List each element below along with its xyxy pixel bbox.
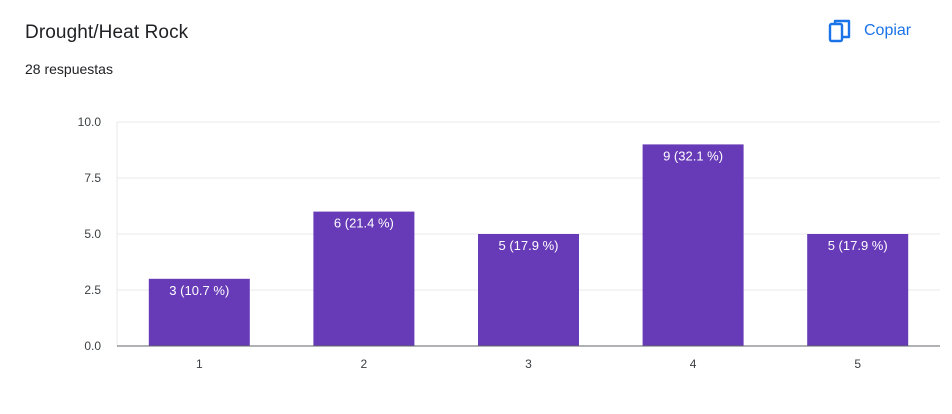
copy-button[interactable]: Copiar bbox=[822, 14, 919, 48]
bar-data-label: 9 (32.1 %) bbox=[663, 148, 723, 163]
x-tick-label: 3 bbox=[525, 357, 532, 371]
y-tick-label: 0.0 bbox=[84, 339, 101, 353]
copy-label: Copiar bbox=[864, 22, 912, 39]
bar[interactable] bbox=[478, 234, 579, 346]
bar[interactable] bbox=[313, 211, 415, 346]
bar-data-label: 6 (21.4 %) bbox=[334, 216, 394, 231]
x-tick-label: 4 bbox=[690, 357, 697, 371]
response-count: 28 respuestas bbox=[25, 61, 113, 77]
bar-data-label: 5 (17.9 %) bbox=[828, 238, 888, 253]
y-tick-label: 7.5 bbox=[84, 171, 101, 185]
bar[interactable] bbox=[807, 234, 909, 346]
y-tick-label: 2.5 bbox=[84, 283, 101, 297]
bar-data-label: 5 (17.9 %) bbox=[499, 238, 559, 253]
y-tick-label: 10.0 bbox=[78, 115, 102, 129]
bar[interactable] bbox=[642, 144, 744, 346]
x-tick-label: 2 bbox=[361, 357, 368, 371]
copy-icon bbox=[826, 17, 854, 45]
y-tick-label: 5.0 bbox=[84, 227, 101, 241]
bar[interactable] bbox=[148, 278, 250, 346]
x-tick-label: 5 bbox=[854, 357, 861, 371]
bar-data-label: 3 (10.7 %) bbox=[169, 283, 229, 298]
question-title: Drought/Heat Rock bbox=[25, 22, 189, 43]
x-tick-label: 1 bbox=[196, 357, 203, 371]
